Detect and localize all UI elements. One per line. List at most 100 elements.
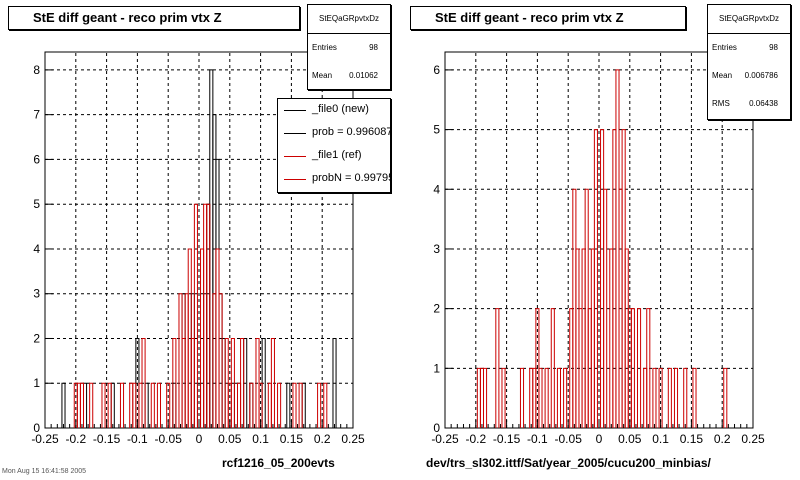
histogram-bin bbox=[107, 382, 112, 428]
y-tick-label: 5 bbox=[433, 123, 440, 137]
y-tick-label: 1 bbox=[33, 376, 40, 390]
histogram-bin bbox=[723, 367, 728, 428]
stats-value: 98 bbox=[769, 43, 778, 52]
histogram-bin bbox=[683, 367, 688, 428]
x-tick-label: 0.1 bbox=[652, 432, 669, 446]
histogram-bin bbox=[519, 367, 525, 428]
y-tick-label: 4 bbox=[33, 242, 40, 256]
legend-entry: _file0 (new) bbox=[278, 99, 390, 122]
histogram-bin bbox=[495, 308, 500, 428]
histogram-bin bbox=[150, 382, 155, 428]
x-axis-label: rcf1216_05_200evts bbox=[222, 456, 335, 470]
histogram-bin bbox=[544, 367, 549, 428]
x-axis-label: dev/trs_sl302.ittf/Sat/year_2005/cucu200… bbox=[426, 456, 711, 470]
histogram-panel: -0.25 -0.2 -0.15 -0.1 -0.05 0 0.05 0.1 0.15 0.2 0.… bbox=[431, 51, 765, 446]
y-tick-label: 3 bbox=[433, 242, 440, 256]
histogram-bin bbox=[172, 337, 177, 428]
y-tick-label: 3 bbox=[33, 287, 40, 301]
histogram-bin bbox=[501, 367, 506, 428]
legend-swatch bbox=[284, 179, 306, 180]
timestamp-footnote: Mon Aug 15 16:41:58 2005 bbox=[2, 468, 87, 475]
histogram-bin bbox=[230, 337, 235, 428]
histogram-bin bbox=[193, 203, 198, 428]
x-tick-label: -0.15 bbox=[93, 432, 121, 446]
legend-entry: probN = 0.997951 bbox=[278, 168, 390, 191]
histogram-bin bbox=[206, 203, 211, 428]
x-tick-label: -0.05 bbox=[155, 432, 183, 446]
x-tick-label: 0.15 bbox=[280, 432, 304, 446]
y-tick-label: 2 bbox=[433, 302, 440, 316]
histogram-bin bbox=[556, 367, 561, 428]
histogram-bin bbox=[667, 367, 672, 428]
histogram-bin bbox=[79, 382, 84, 428]
histogram-bin bbox=[277, 382, 282, 428]
histogram-bin bbox=[538, 367, 543, 428]
histogram-bin bbox=[270, 337, 275, 428]
histogram-bin bbox=[240, 337, 245, 428]
x-tick-label: 0.2 bbox=[714, 432, 731, 446]
histogram-bin bbox=[323, 382, 328, 428]
legend-swatch bbox=[284, 110, 306, 111]
x-tick-label: -0.05 bbox=[555, 432, 583, 446]
histogram-bin bbox=[218, 293, 223, 428]
y-tick-label: 5 bbox=[33, 197, 40, 211]
histogram-bin bbox=[101, 382, 106, 428]
histogram-bin bbox=[298, 382, 303, 428]
y-tick-label: 6 bbox=[33, 152, 40, 166]
histogram-bin bbox=[119, 382, 125, 428]
stats-name: StEQaGRpvtxDz bbox=[308, 5, 390, 34]
histogram-bin bbox=[637, 308, 642, 428]
x-tick-label: -0.1 bbox=[527, 432, 548, 446]
histogram-bin bbox=[286, 382, 291, 428]
x-tick-label: 0.05 bbox=[618, 432, 642, 446]
histogram-bin bbox=[658, 367, 663, 428]
x-tick-label: -0.15 bbox=[493, 432, 521, 446]
histogram-bin bbox=[258, 382, 263, 428]
histogram-bin bbox=[141, 337, 146, 428]
x-tick-label: -0.2 bbox=[65, 432, 86, 446]
y-tick-label: 4 bbox=[433, 182, 440, 196]
histogram-bin bbox=[646, 308, 651, 428]
stats-row-rms: RMS 0.06438 bbox=[708, 90, 790, 118]
histogram-bin bbox=[563, 367, 568, 428]
stats-value: 98 bbox=[369, 43, 378, 52]
stats-value: 0.06438 bbox=[749, 99, 778, 108]
y-tick-label: 0 bbox=[33, 421, 40, 435]
histogram-title: StE diff geant - reco prim vtx Z bbox=[8, 6, 300, 30]
legend-label: probN = 0.997951 bbox=[312, 172, 390, 184]
histogram-bin bbox=[630, 308, 635, 428]
legend-label: _file1 (ref) bbox=[312, 149, 362, 161]
stats-label: Mean bbox=[712, 71, 733, 80]
stats-value: 0.01062 bbox=[349, 71, 378, 80]
legend: _file0 (new) prob = 0.996087 _file1 (ref… bbox=[277, 98, 391, 193]
stats-name: StEQaGRpvtxDz bbox=[708, 5, 790, 34]
x-tick-label: 0.15 bbox=[680, 432, 704, 446]
x-tick-label: -0.25 bbox=[431, 432, 459, 446]
histogram-bin bbox=[166, 382, 171, 428]
histogram-bin bbox=[692, 367, 697, 428]
stats-label: Mean bbox=[312, 71, 333, 80]
y-tick-label: 7 bbox=[33, 108, 40, 122]
stats-label: Entries bbox=[712, 43, 737, 52]
x-tick-label: 0.25 bbox=[341, 432, 365, 446]
histogram-bin bbox=[593, 129, 598, 428]
histogram-bin bbox=[483, 367, 488, 428]
legend-entry: _file1 (ref) bbox=[278, 145, 390, 168]
histogram-bin bbox=[89, 382, 94, 428]
histogram-bin bbox=[673, 367, 679, 428]
y-tick-label: 8 bbox=[33, 63, 40, 77]
stats-row-entries: Entries 98 bbox=[708, 34, 790, 62]
x-tick-label: -0.25 bbox=[31, 432, 59, 446]
y-tick-label: 1 bbox=[433, 361, 440, 375]
x-tick-label: 0.1 bbox=[252, 432, 269, 446]
histogram-bin bbox=[249, 382, 254, 428]
stats-label: RMS bbox=[712, 99, 730, 108]
x-tick-label: 0.2 bbox=[314, 432, 331, 446]
histogram-bin bbox=[156, 382, 161, 428]
histogram-bin bbox=[332, 337, 337, 428]
histogram-bin bbox=[550, 308, 555, 428]
legend-label: prob = 0.996087 bbox=[312, 126, 391, 138]
x-tick-label: -0.1 bbox=[127, 432, 148, 446]
legend-label: _file0 (new) bbox=[312, 103, 369, 115]
